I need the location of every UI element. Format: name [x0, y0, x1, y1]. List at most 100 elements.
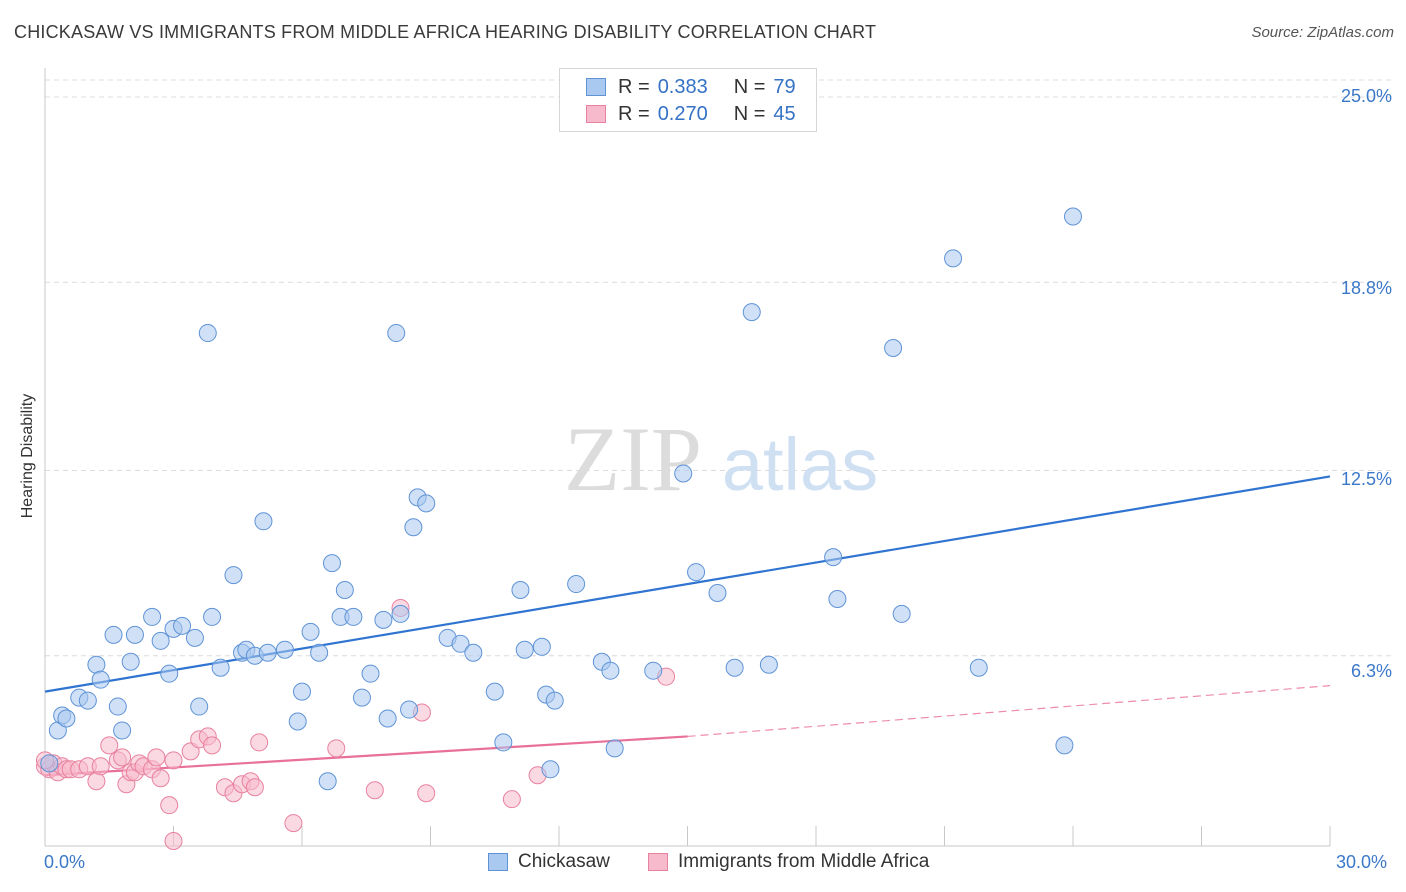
legend-row-immigrants: R = 0.270 N = 45: [586, 102, 796, 126]
y-tick-label-6-3: 6.3%: [1350, 661, 1392, 681]
data-point-immigrants: [250, 733, 269, 752]
data-point-chickasaw: [387, 324, 406, 343]
data-point-chickasaw: [674, 464, 693, 483]
data-point-chickasaw: [352, 688, 371, 707]
data-point-chickasaw: [759, 655, 778, 674]
legend-r-value: 0.383: [657, 75, 708, 98]
data-point-immigrants: [327, 739, 346, 758]
data-point-chickasaw: [301, 622, 320, 641]
data-point-chickasaw: [113, 721, 132, 740]
series-legend: Chickasaw Immigrants from Middle Africa: [0, 851, 1406, 877]
watermark-atlas: atlas: [722, 423, 878, 506]
data-point-immigrants: [417, 784, 436, 803]
data-point-chickasaw: [108, 697, 127, 716]
data-point-chickasaw: [511, 581, 530, 600]
data-point-immigrants: [113, 748, 132, 767]
data-point-immigrants: [245, 778, 264, 797]
data-point-chickasaw: [485, 682, 504, 701]
data-point-chickasaw: [944, 249, 963, 268]
legend-n-label: N =: [733, 102, 766, 125]
correlation-legend: R = 0.383 N = 79 R = 0.270 N = 45: [559, 68, 817, 132]
data-point-immigrants: [91, 757, 110, 776]
data-point-chickasaw: [344, 607, 363, 626]
data-point-chickasaw: [293, 682, 311, 701]
data-point-chickasaw: [400, 700, 419, 719]
data-point-chickasaw: [143, 607, 162, 626]
data-point-chickasaw: [687, 563, 706, 582]
data-point-chickasaw: [190, 697, 209, 716]
data-point-chickasaw: [884, 338, 903, 357]
trend-line-immigrants-extension: [687, 685, 1331, 738]
data-point-chickasaw: [125, 625, 144, 644]
y-tick-label-12-5: 12.5%: [1340, 469, 1392, 489]
data-point-immigrants: [147, 748, 166, 767]
data-point-chickasaw: [892, 604, 911, 623]
legend-r-label: R =: [618, 75, 650, 98]
data-point-chickasaw: [515, 640, 534, 659]
legend-r-value: 0.270: [657, 102, 708, 125]
y-tick-label-18-8: 18.8%: [1340, 278, 1392, 298]
data-point-chickasaw: [185, 628, 204, 647]
data-point-chickasaw: [211, 658, 230, 677]
legend-n-label: N =: [733, 75, 766, 98]
data-point-chickasaw: [451, 634, 470, 653]
data-point-chickasaw: [322, 554, 341, 573]
watermark-zip: ZIP: [564, 408, 702, 510]
data-point-chickasaw: [567, 575, 586, 594]
data-point-chickasaw: [969, 658, 988, 677]
legend-r-label: R =: [618, 102, 650, 125]
data-point-chickasaw: [605, 739, 624, 758]
series-immigrants-middle-africa: [36, 598, 676, 851]
data-point-chickasaw: [275, 640, 294, 659]
series-legend-chickasaw[interactable]: Chickasaw: [488, 851, 610, 873]
data-point-chickasaw: [1064, 207, 1082, 226]
legend-swatch-pink: [648, 853, 668, 871]
data-point-chickasaw: [310, 643, 329, 662]
data-point-chickasaw: [494, 733, 513, 752]
data-point-chickasaw: [417, 494, 436, 513]
data-point-chickasaw: [378, 709, 397, 728]
data-point-chickasaw: [824, 548, 843, 567]
data-point-chickasaw: [254, 512, 273, 531]
data-point-immigrants: [160, 796, 179, 815]
source-credit: Source: ZipAtlas.com: [1251, 24, 1394, 41]
legend-n-value: 45: [773, 102, 796, 125]
legend-row-chickasaw: R = 0.383 N = 79: [586, 75, 796, 99]
data-point-chickasaw: [203, 607, 222, 626]
legend-swatch-blue: [586, 78, 606, 96]
data-point-chickasaw: [198, 324, 217, 343]
data-point-chickasaw: [391, 604, 410, 623]
data-point-chickasaw: [1055, 736, 1074, 755]
data-point-chickasaw: [173, 616, 192, 635]
data-point-chickasaw: [708, 584, 727, 603]
data-point-immigrants: [100, 736, 119, 755]
series-legend-immigrants[interactable]: Immigrants from Middle Africa: [648, 851, 929, 873]
data-point-chickasaw: [104, 625, 123, 644]
series-legend-label: Immigrants from Middle Africa: [678, 851, 930, 872]
axes: [44, 68, 1331, 847]
data-point-chickasaw: [91, 670, 110, 689]
legend-n-value: 79: [773, 75, 796, 98]
trend-lines: [44, 475, 1331, 777]
data-point-chickasaw: [828, 589, 847, 608]
data-point-chickasaw: [258, 643, 277, 662]
x-tick-label-min: 0.0%: [44, 852, 86, 872]
data-point-immigrants: [365, 781, 384, 800]
series-legend-label: Chickasaw: [518, 851, 610, 872]
data-point-chickasaw: [532, 637, 551, 656]
data-point-chickasaw: [40, 754, 59, 773]
grid-lines: [45, 79, 1392, 657]
data-point-chickasaw: [151, 631, 170, 650]
data-point-chickasaw: [742, 303, 761, 322]
data-point-chickasaw: [464, 643, 483, 662]
data-point-chickasaw: [87, 655, 106, 674]
data-point-chickasaw: [725, 658, 744, 677]
data-point-immigrants: [502, 790, 521, 809]
data-point-chickasaw: [541, 760, 560, 779]
watermark: ZIP atlas: [564, 408, 878, 510]
data-point-immigrants: [151, 769, 170, 788]
data-point-chickasaw: [374, 610, 393, 629]
data-point-immigrants: [284, 814, 303, 833]
data-point-chickasaw: [335, 581, 354, 600]
